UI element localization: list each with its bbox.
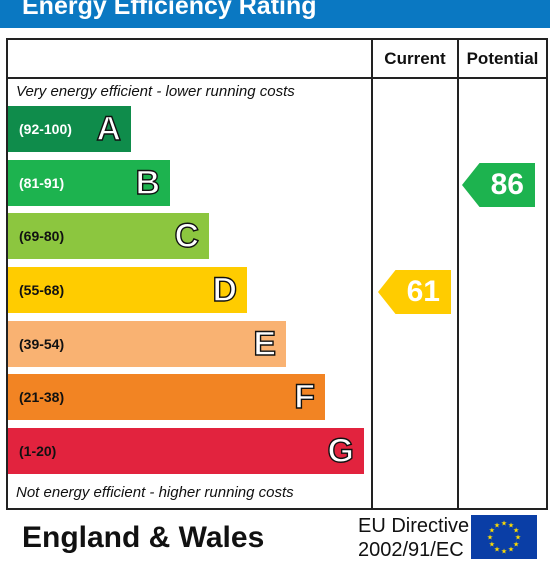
band-letter: B <box>135 163 161 202</box>
eu-directive-line1: EU Directive <box>358 515 470 537</box>
band-a: (92-100) A <box>8 106 131 152</box>
eu-star: ★ <box>508 521 514 529</box>
band-g: (1-20) G <box>8 428 364 474</box>
band-range: (21-38) <box>19 389 65 405</box>
footer-divider <box>6 508 548 510</box>
header-bar: Energy Efficiency Rating <box>0 0 550 28</box>
band-c: (69-80) C <box>8 213 209 259</box>
band-letter: F <box>294 377 316 416</box>
eu-star: ★ <box>513 541 519 549</box>
potential-rating-value: 86 <box>490 168 524 201</box>
eu-directive-text: EU Directive 2002/91/EC <box>358 514 469 562</box>
band-letter: G <box>327 431 355 470</box>
band-b: (81-91) B <box>8 160 170 206</box>
band-range: (81-91) <box>19 175 65 191</box>
potential-rating-arrow: 86 <box>462 163 535 207</box>
band-f: (21-38) F <box>8 374 325 420</box>
current-column-header: Current <box>384 49 446 68</box>
band-range: (55-68) <box>19 282 65 298</box>
column-divider-current <box>371 38 373 510</box>
top-note: Very energy efficient - lower running co… <box>16 83 295 100</box>
current-rating-value: 61 <box>406 275 440 308</box>
eu-star: ★ <box>494 521 500 529</box>
eu-directive-line2: 2002/91/EC <box>358 539 464 561</box>
country-label: England & Wales <box>22 521 265 554</box>
band-range: (92-100) <box>19 121 72 137</box>
band-range: (1-20) <box>19 443 57 459</box>
current-rating-arrow: 61 <box>378 270 451 314</box>
bottom-note: Not energy efficient - higher running co… <box>16 484 294 501</box>
potential-column-header: Potential <box>466 49 539 68</box>
band-letter: A <box>96 109 122 148</box>
eu-star: ★ <box>501 548 507 556</box>
band-letter: E <box>253 324 277 363</box>
band-d: (55-68) D <box>8 267 247 313</box>
band-letter: D <box>212 270 238 309</box>
band-range: (69-80) <box>19 228 65 244</box>
eu-flag-icon: ★ ★ ★ ★ ★ ★ ★ ★ ★ ★ ★ ★ <box>471 515 537 559</box>
eu-star: ★ <box>501 520 507 528</box>
eu-star: ★ <box>487 534 493 542</box>
eu-star: ★ <box>515 534 521 542</box>
column-divider-potential <box>457 38 459 510</box>
band-letter: C <box>174 216 200 255</box>
eu-star: ★ <box>489 527 495 535</box>
eu-star: ★ <box>513 527 519 535</box>
band-e: (39-54) E <box>8 321 286 367</box>
page-title: Energy Efficiency Rating <box>22 0 317 20</box>
header-divider <box>6 77 548 79</box>
band-range: (39-54) <box>19 336 65 352</box>
eu-star: ★ <box>489 541 495 549</box>
